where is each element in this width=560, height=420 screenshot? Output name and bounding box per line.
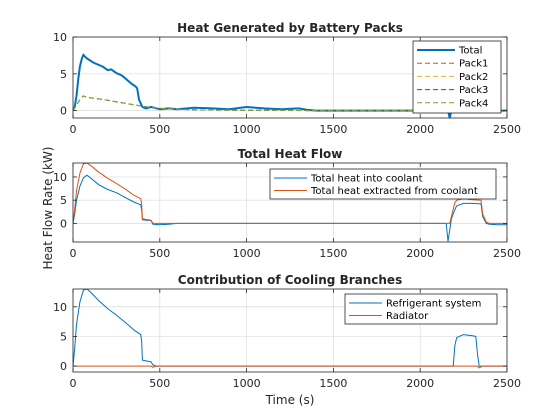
y-tick-label: 0 [60,105,67,118]
legend-box [269,168,497,200]
y-tick-label: 5 [60,194,67,207]
series-line-total-heat-extracted-from-coolant [73,163,507,224]
x-tick-label: 2500 [493,247,521,260]
x-tick-label: 2000 [406,377,434,390]
legend-label: Pack4 [459,98,488,109]
x-tick-label: 2500 [493,123,521,136]
series-group [73,289,507,369]
subplot-1: 0 500 1000 1500 2000 2500 0 5 10 Heat Generated b… [53,21,521,136]
x-tick-label: 0 [70,247,77,260]
x-tick-label: 0 [70,123,77,136]
legend-label: Pack2 [459,72,488,83]
x-tick-label: 2500 [493,377,521,390]
axes-box [72,36,508,119]
axes-box [72,288,508,373]
legend: Total Pack1 Pack2 Pack3 Pack4 [412,40,502,114]
legend-label: Total [458,46,482,57]
series-line-refrigerant-system [73,289,507,367]
series-line-pack4 [73,95,507,112]
legend-label: Total heat into coolant [310,174,423,185]
x-tick-label: 1000 [233,247,261,260]
legend-label: Radiator [386,311,429,322]
y-tick-label: 0 [60,360,67,373]
x-tick-label: 500 [149,247,170,260]
legend-box [412,40,502,114]
axes-box [72,162,508,243]
x-tick-label: 1500 [319,377,347,390]
legend-label: Pack1 [459,59,488,70]
chart-title: Contribution of Cooling Branches [178,273,402,287]
x-tick-label: 500 [149,377,170,390]
series-line-total-heat-into-coolant [73,174,507,242]
x-tick-label: 0 [70,377,77,390]
y-tick-label: 10 [53,31,67,44]
series-line-radiator [73,365,507,369]
series-group [73,163,507,242]
chart-title: Heat Generated by Battery Packs [177,21,403,35]
chart-title: Total Heat Flow [238,147,343,161]
y-tick-label: 10 [53,301,67,314]
figure-xlabel: Time (s) [265,393,315,407]
y-tick-label: 5 [60,330,67,343]
x-tick-label: 2000 [406,123,434,136]
legend-label: Refrigerant system [386,299,481,310]
figure-ylabel: Heat Flow Rate (kW) [41,147,55,270]
x-tick-label: 2000 [406,247,434,260]
x-tick-label: 1000 [233,377,261,390]
legend-label: Pack3 [459,85,488,96]
subplot-3: 0 500 1000 1500 2000 2500 0 5 10 Contribution of … [53,273,521,390]
x-tick-label: 1500 [319,123,347,136]
subplot-2: 0 500 1000 1500 2000 2500 0 5 10 Total Heat Flow T… [53,147,521,260]
y-tick-label: 0 [60,217,67,230]
y-tick-label: 5 [60,68,67,81]
x-tick-label: 500 [149,123,170,136]
legend-box [344,293,498,325]
x-tick-label: 1000 [233,123,261,136]
y-tick-label: 10 [53,171,67,184]
x-tick-label: 1500 [319,247,347,260]
legend-label: Total heat extracted from coolant [310,186,478,197]
